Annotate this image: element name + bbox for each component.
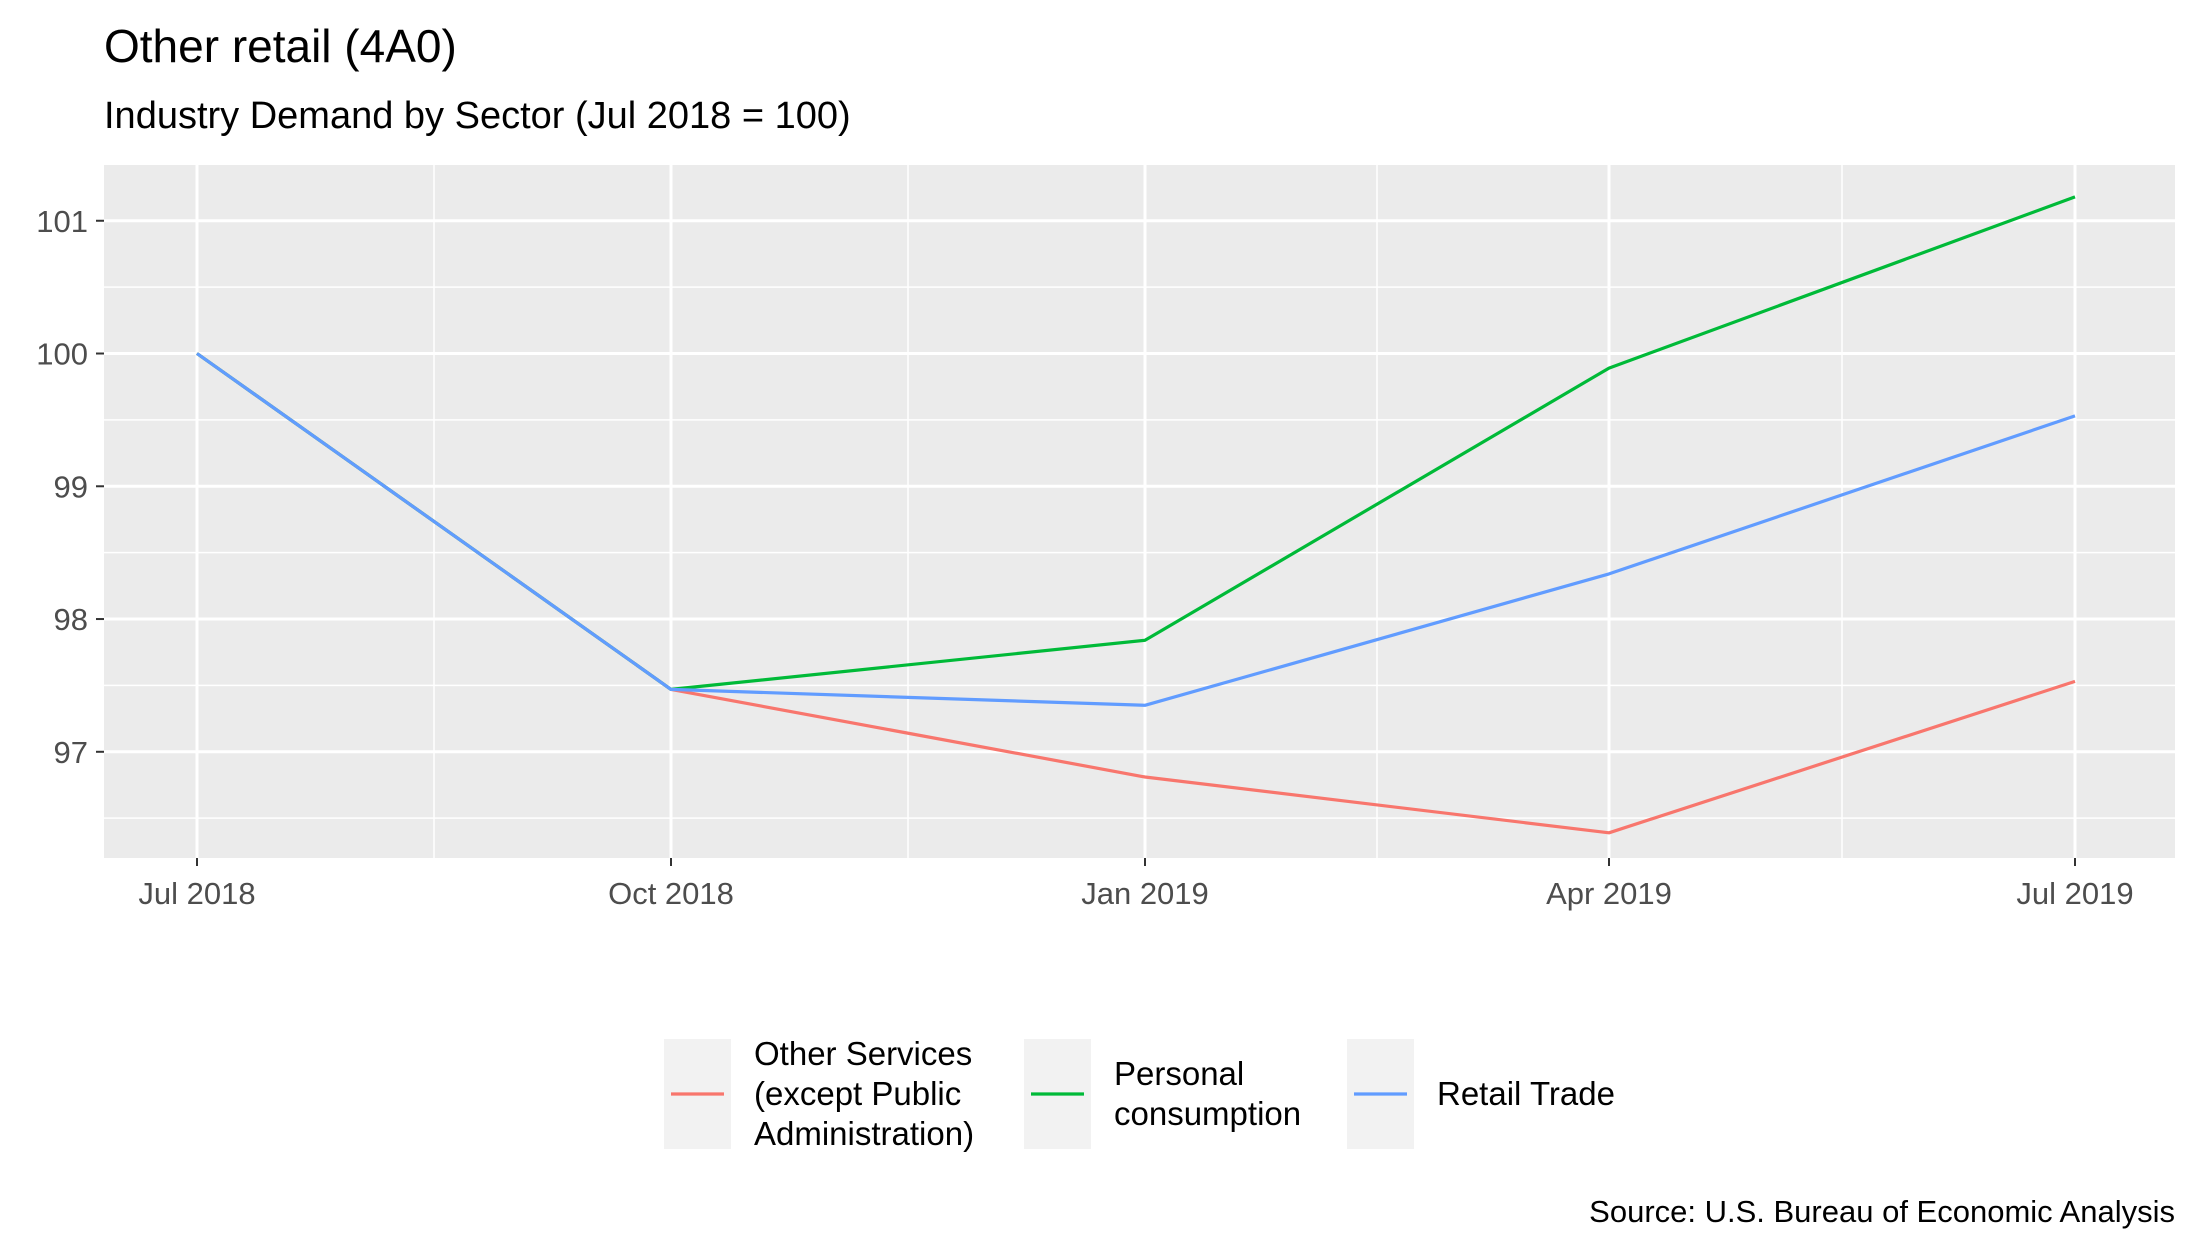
legend-label: Administration) — [754, 1115, 974, 1152]
minor-gridlines — [104, 165, 2175, 858]
plot-panel — [104, 165, 2175, 858]
y-tick-label: 98 — [54, 602, 88, 637]
series-line — [196, 352, 2076, 707]
legend-label: consumption — [1114, 1095, 1301, 1132]
x-tick-label: Jul 2019 — [2016, 876, 2133, 911]
chart-subtitle: Industry Demand by Sector (Jul 2018 = 10… — [104, 95, 851, 137]
y-tick-label: 100 — [36, 337, 88, 372]
x-tick-label: Jul 2018 — [138, 876, 255, 911]
legend-label: (except Public — [754, 1075, 961, 1112]
y-tick-label: 99 — [54, 469, 88, 504]
legend-item: Other Services(except PublicAdministrati… — [664, 1035, 974, 1152]
x-tick-label: Apr 2019 — [1546, 876, 1672, 911]
y-tick-label: 97 — [54, 735, 88, 770]
legend-item: Retail Trade — [1347, 1039, 1615, 1149]
x-tick-label: Oct 2018 — [608, 876, 734, 911]
y-axis: 97 98 99 100 101 — [36, 204, 104, 770]
legend: Other Services(except PublicAdministrati… — [664, 1035, 1615, 1152]
x-tick-label: Jan 2019 — [1081, 876, 1209, 911]
legend-label: Retail Trade — [1437, 1075, 1615, 1112]
x-axis: Jul 2018 Oct 2018 Jan 2019 Apr 2019 Jul 2019 — [138, 858, 2134, 911]
chart-title: Other retail (4A0) — [104, 20, 457, 72]
y-tick-label: 101 — [36, 204, 88, 239]
source-caption: Source: U.S. Bureau of Economic Analysis — [1589, 1194, 2175, 1229]
major-gridlines — [104, 165, 2175, 858]
series-lines — [196, 195, 2076, 835]
legend-label: Other Services — [754, 1035, 972, 1072]
legend-label: Personal — [1114, 1055, 1244, 1092]
